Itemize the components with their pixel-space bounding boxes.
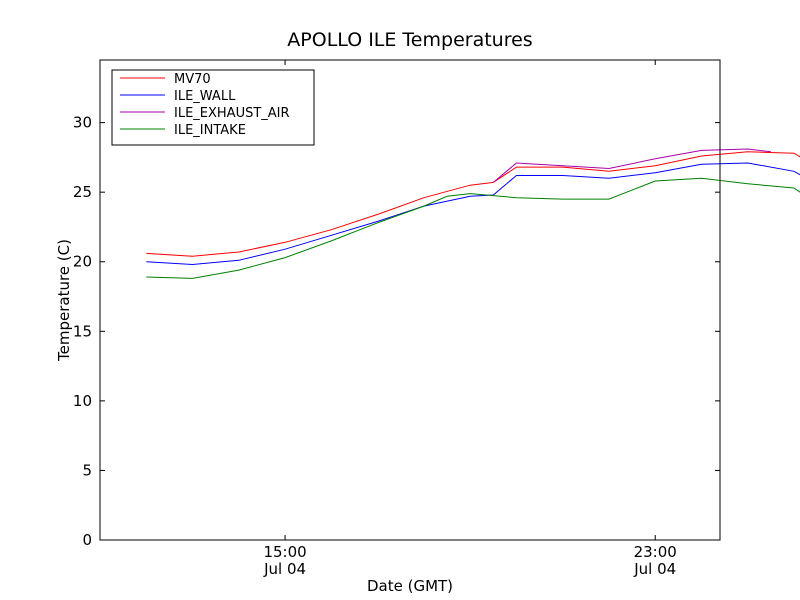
legend-box <box>111 69 315 146</box>
legend-label-0: MV70 <box>174 72 211 87</box>
y-tick-label: 0 <box>82 531 92 549</box>
legend: MV70 ILE_WALL ILE_EXHAUST_AIR ILE_INTAKE <box>111 69 315 146</box>
x-tick-label-time: 15:00 <box>263 543 306 561</box>
x-tick-label-time: 23:00 <box>634 543 677 561</box>
x-tick-label-date: Jul 04 <box>633 560 676 578</box>
series-layer <box>146 148 800 279</box>
x-axis-label: Date (GMT) <box>367 577 453 595</box>
y-tick-label: 25 <box>73 183 92 201</box>
x-tick-label-date: Jul 04 <box>263 560 306 578</box>
legend-label-3: ILE_INTAKE <box>174 123 246 138</box>
legend-label-2: ILE_EXHAUST_AIR <box>174 106 290 121</box>
series-line-2 <box>492 148 771 183</box>
y-tick-label: 20 <box>73 253 92 271</box>
legend-label-1: ILE_WALL <box>174 89 236 104</box>
y-tick-label: 30 <box>73 114 92 132</box>
y-axis-label: Temperature (C) <box>55 239 73 362</box>
series-line-3 <box>146 177 800 279</box>
plot-frame <box>99 59 721 541</box>
y-tick-label: 5 <box>82 461 92 479</box>
series-line-1 <box>146 162 800 266</box>
series-line-0 <box>146 151 800 257</box>
chart-title: APOLLO ILE Temperatures <box>287 29 532 51</box>
y-tick-label: 10 <box>73 392 92 410</box>
y-tick-label: 15 <box>73 322 92 340</box>
